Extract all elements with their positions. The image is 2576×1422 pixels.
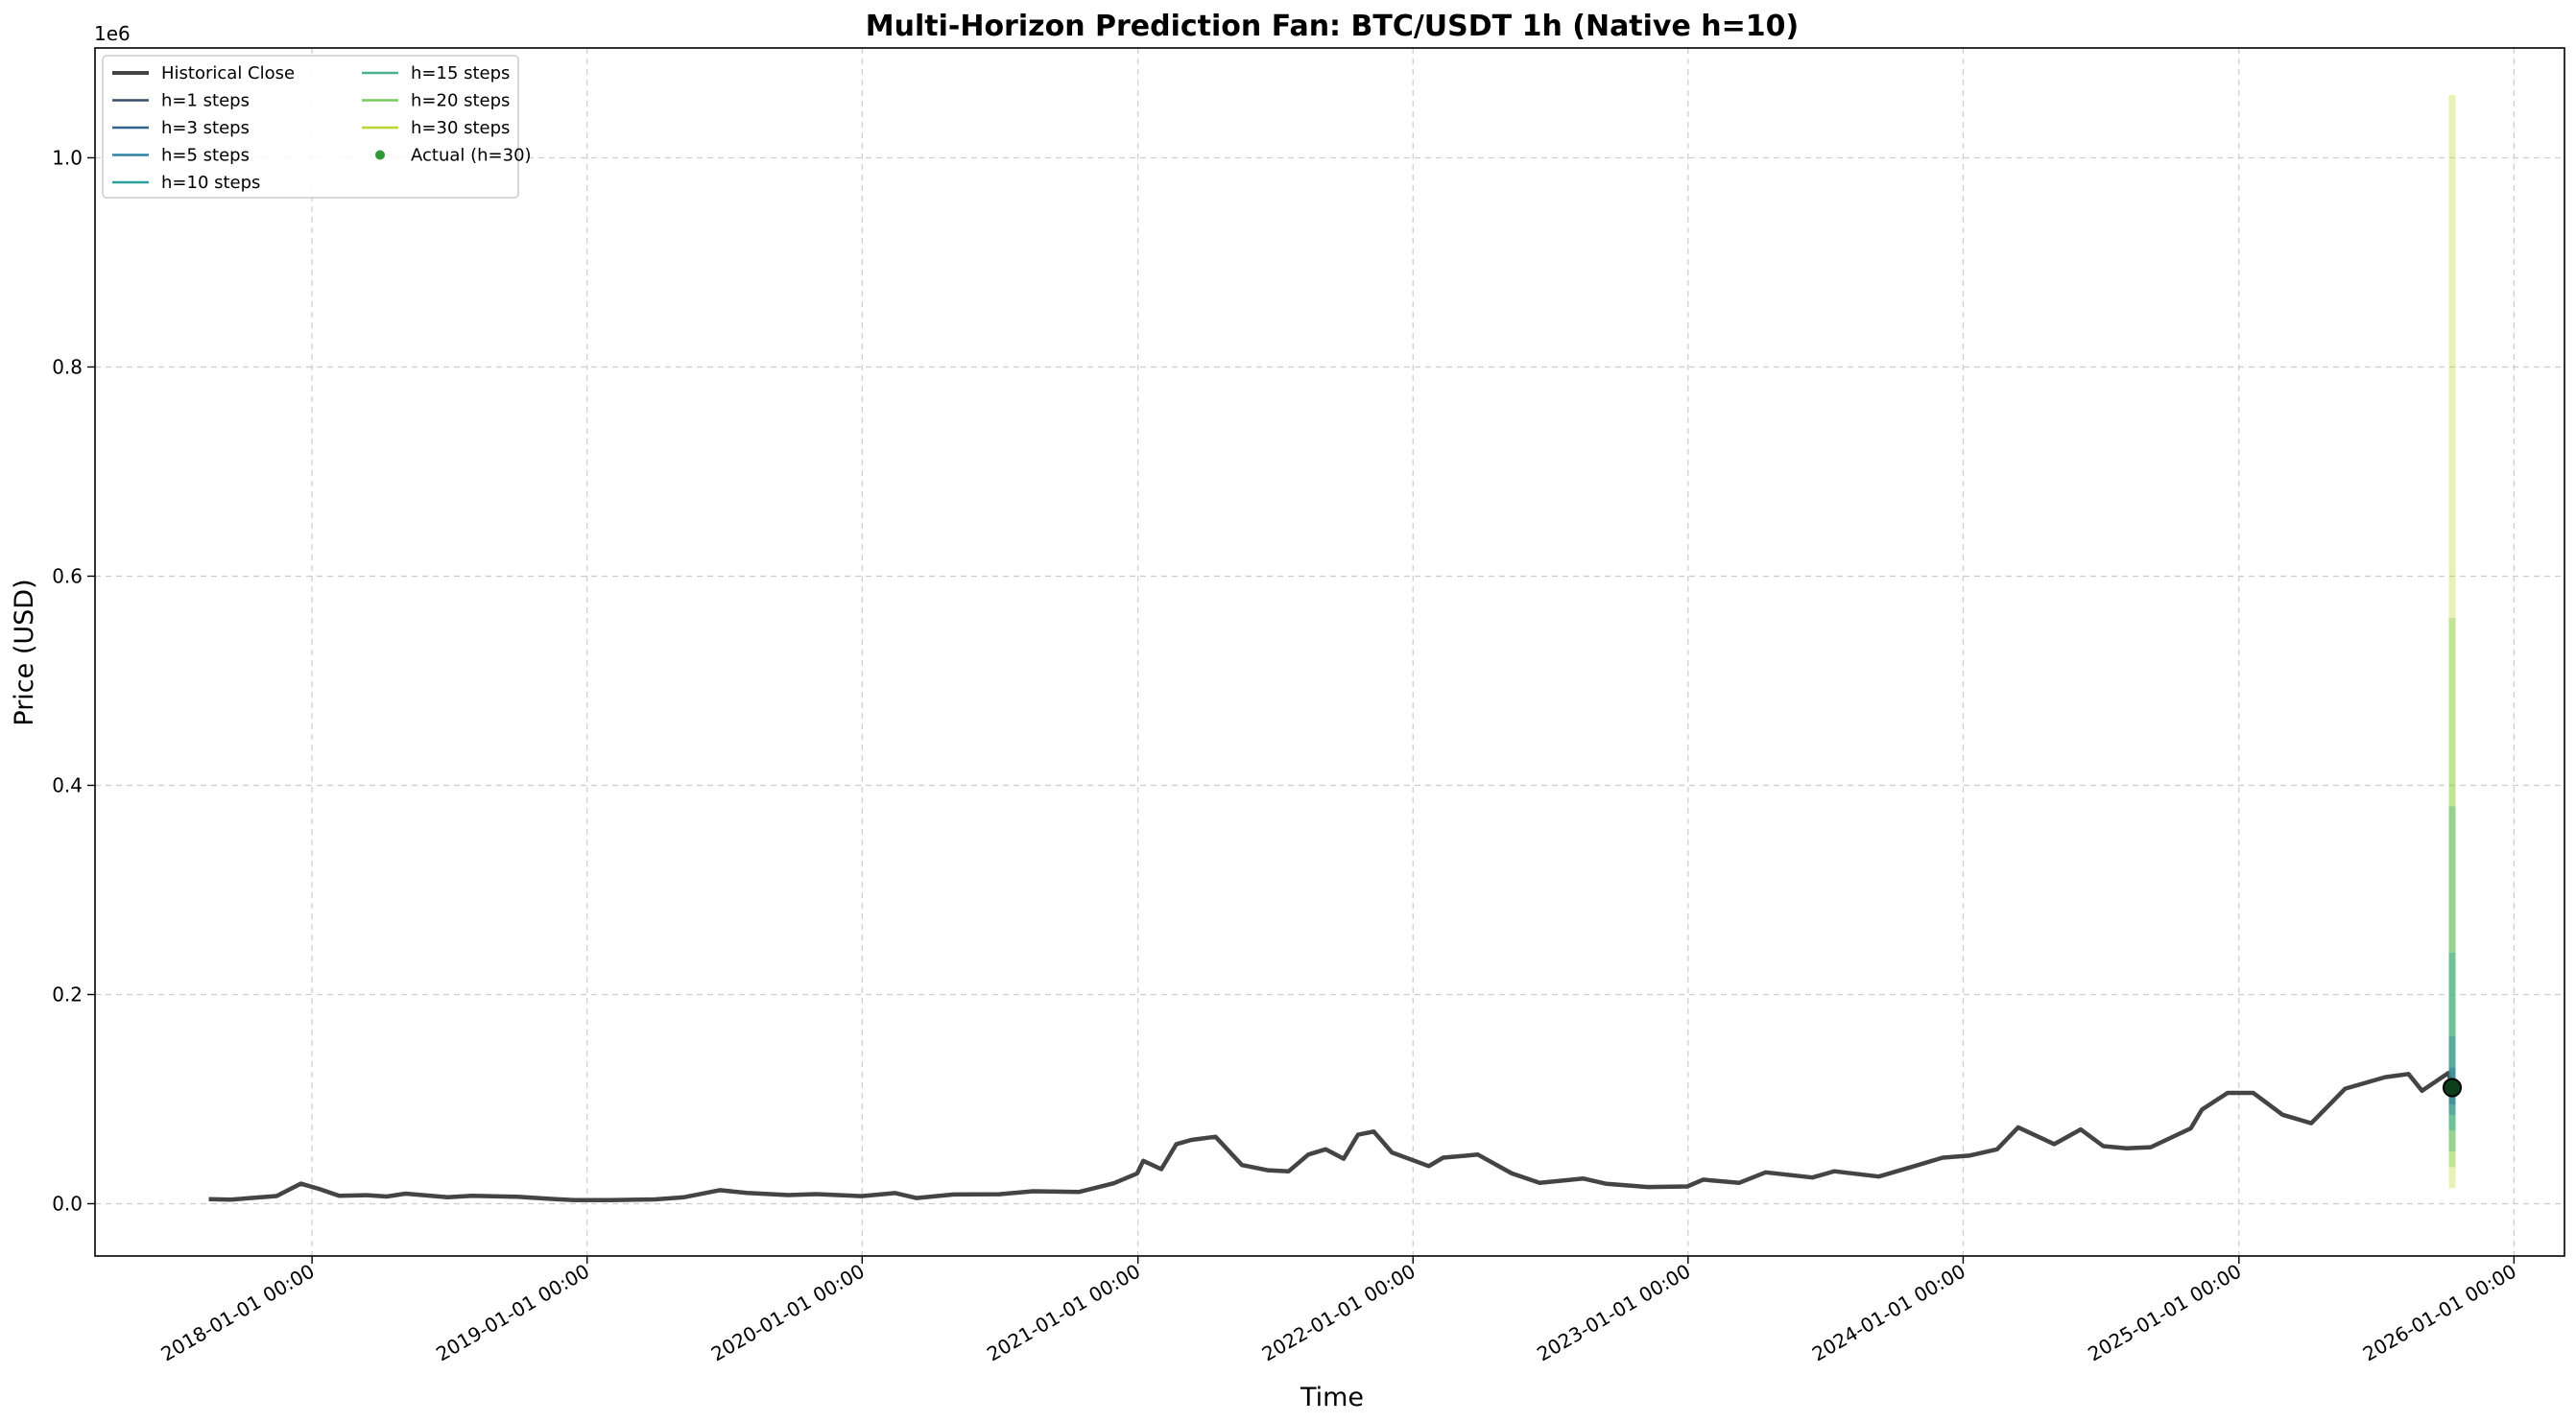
legend-label: h=1 steps <box>161 91 250 111</box>
x-tick-label: 2022-01-01 00:00 <box>1258 1260 1419 1366</box>
y-tick-label: 0.6 <box>52 564 83 587</box>
x-tick-label: 2023-01-01 00:00 <box>1533 1260 1694 1366</box>
legend-label: h=15 steps <box>411 63 510 83</box>
legend-label: h=5 steps <box>161 146 250 166</box>
y-tick-label: 0.4 <box>52 773 83 796</box>
legend-label: h=30 steps <box>411 118 510 138</box>
horizon-band <box>2448 806 2456 1151</box>
horizon-band <box>2448 618 2456 1168</box>
legend-label: h=10 steps <box>161 173 260 193</box>
actual-point <box>2443 1078 2463 1098</box>
prediction-fan <box>2448 95 2457 1189</box>
legend-label: h=20 steps <box>411 91 510 111</box>
legend-label: Actual (h=30) <box>411 146 532 166</box>
x-tick-label: 2019-01-01 00:00 <box>432 1260 593 1366</box>
horizon-band <box>2448 1036 2456 1115</box>
x-axis-label: Time <box>1300 1383 1364 1412</box>
y-tick-label: 0.2 <box>52 983 83 1006</box>
x-tick-label: 2024-01-01 00:00 <box>1808 1260 1969 1366</box>
actual-markers <box>2443 1078 2463 1098</box>
legend-label: Historical Close <box>161 63 295 83</box>
legend-frame <box>102 55 519 199</box>
y-tick-label: 1.0 <box>52 146 83 169</box>
plot-area-frame <box>94 47 2565 1257</box>
legend: Historical Close h=1 steps h=3 steps h=5 st… <box>102 55 532 199</box>
legend-label: h=3 steps <box>161 118 250 138</box>
y-tick-label: 0.8 <box>52 355 83 378</box>
x-tick-label: 2025-01-01 00:00 <box>2084 1260 2245 1366</box>
x-tick-label: 2021-01-01 00:00 <box>983 1260 1144 1366</box>
x-tick-label: 2018-01-01 00:00 <box>157 1260 319 1366</box>
chart-title: Multi-Horizon Prediction Fan: BTC/USDT 1… <box>866 10 1799 43</box>
historical-close-line <box>208 1070 2455 1202</box>
horizon-band <box>2448 952 2456 1131</box>
y-axis-label: Price (USD) <box>10 579 39 725</box>
horizon-band <box>2448 95 2456 1189</box>
x-tick-label: 2020-01-01 00:00 <box>707 1260 869 1366</box>
x-axis-ticks: 2018-01-01 00:00 2019-01-01 00:00 2020-01-… <box>157 1256 2520 1365</box>
grid-lines <box>95 48 2564 1256</box>
y-axis-offset-label: 1e6 <box>94 22 131 45</box>
historical-close-series <box>208 1070 2455 1202</box>
y-tick-label: 0.0 <box>52 1192 83 1215</box>
x-tick-label: 2026-01-01 00:00 <box>2359 1260 2520 1366</box>
y-axis-ticks: 0.0 0.2 0.4 0.6 0.8 1.0 <box>52 146 95 1215</box>
legend-marker <box>375 150 385 160</box>
